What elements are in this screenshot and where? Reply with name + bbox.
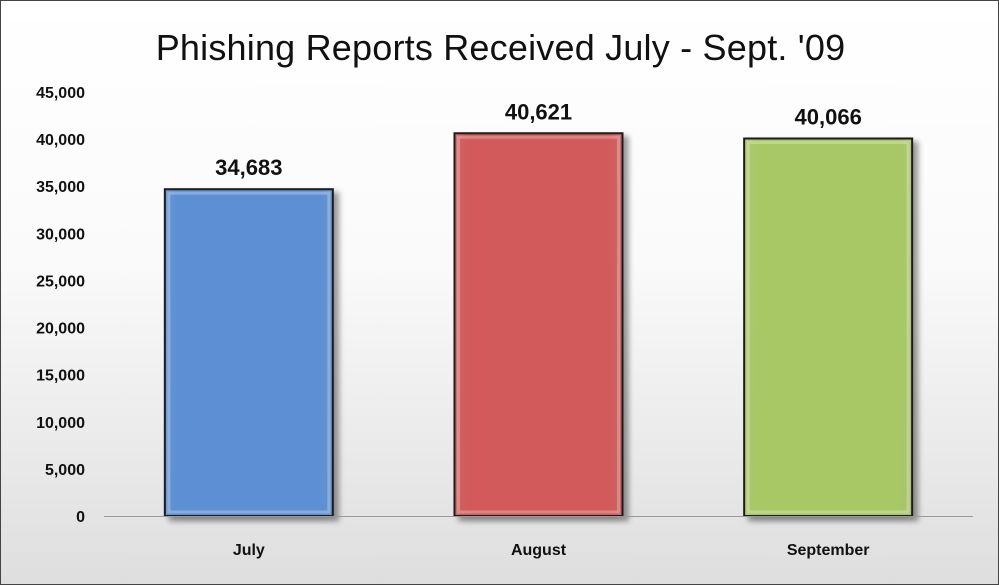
bar-september [743, 137, 914, 517]
bar-bevel [746, 140, 910, 514]
data-label: 40,621 [505, 99, 572, 124]
chart-title: Phishing Reports Received July - Sept. '… [155, 27, 846, 68]
y-tick-label: 40,000 [36, 132, 85, 149]
data-label: 40,066 [795, 104, 862, 129]
x-tick-label: August [511, 542, 567, 559]
y-axis: 0 5,000 10,000 15,000 20,000 25,000 30,000 35,0… [36, 85, 85, 526]
y-tick-label: 30,000 [36, 226, 85, 243]
y-tick-label: 15,000 [36, 368, 85, 385]
x-tick-label: July [233, 542, 265, 559]
y-tick-label: 45,000 [36, 85, 85, 102]
bar-august [453, 132, 624, 517]
y-tick-label: 0 [76, 509, 85, 526]
bar-july [163, 188, 334, 517]
data-label: 34,683 [215, 155, 282, 180]
y-tick-label: 35,000 [36, 179, 85, 196]
y-tick-label: 10,000 [36, 415, 85, 432]
x-axis: July August September [104, 516, 973, 559]
y-tick-label: 5,000 [45, 462, 85, 479]
x-tick-label: September [787, 542, 870, 559]
bar-bevel [457, 135, 620, 514]
bars: 34,683 40,621 40,066 [163, 99, 914, 517]
bar-bevel [167, 191, 331, 514]
y-tick-label: 20,000 [36, 321, 85, 338]
y-tick-label: 25,000 [36, 273, 85, 290]
